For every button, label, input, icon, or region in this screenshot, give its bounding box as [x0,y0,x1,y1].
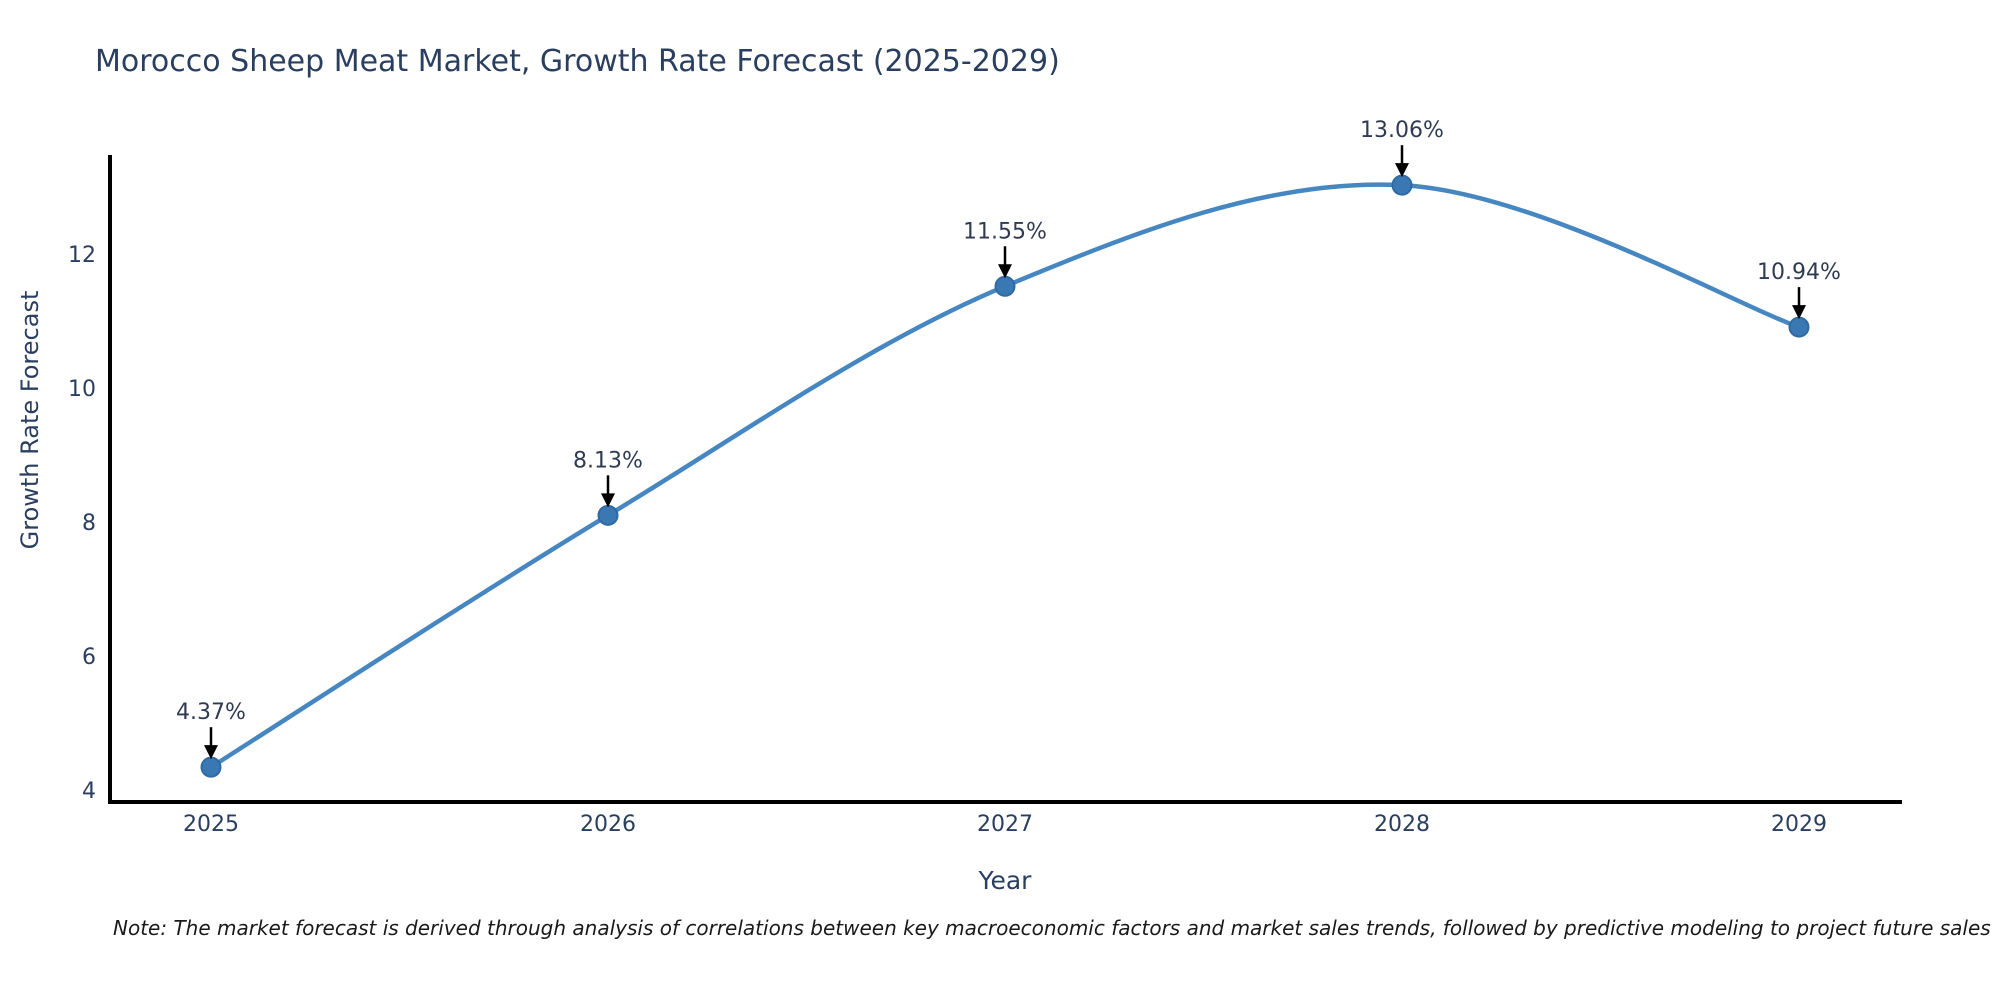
footnote: Note: The market forecast is derived thr… [113,916,1991,940]
y-tick-label: 10 [68,377,96,403]
point-value-label: 13.06% [1360,118,1444,143]
x-tick-label: 2026 [580,812,636,837]
y-tick-label: 4 [82,778,96,804]
data-point-marker[interactable] [994,275,1016,297]
y-tick-label: 6 [82,645,96,670]
chart-title: Morocco Sheep Meat Market, Growth Rate F… [95,44,1060,79]
plot-area [108,155,1902,804]
data-point-marker[interactable] [597,504,619,526]
x-axis-title: Year [978,866,1032,895]
data-point-marker[interactable] [1788,316,1810,338]
data-point-marker[interactable] [200,756,222,778]
x-tick-label: 2025 [183,812,239,837]
y-tick-label: 12 [68,243,96,269]
x-tick-label: 2028 [1374,812,1430,837]
y-tick-label: 8 [82,511,96,537]
data-point-marker[interactable] [1391,174,1413,196]
x-tick-label: 2027 [977,812,1033,837]
x-tick-label: 2029 [1771,812,1827,837]
